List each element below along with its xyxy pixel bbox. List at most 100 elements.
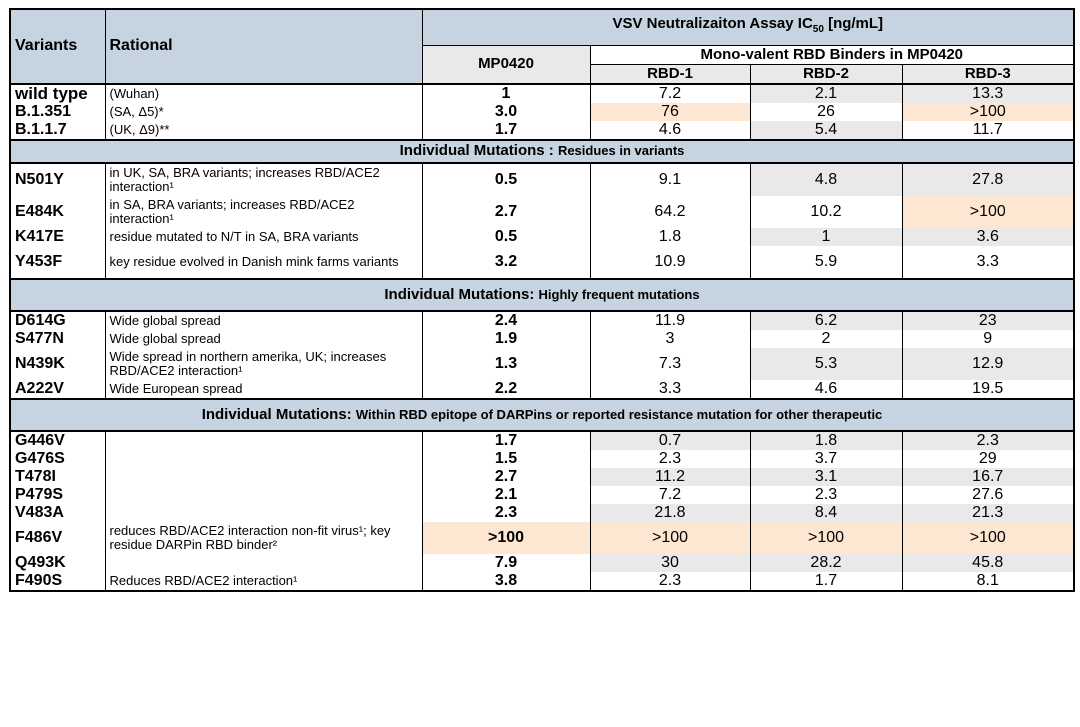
rbd2-cell: 28.2	[749, 553, 903, 572]
variant-cell: T478I	[9, 467, 106, 486]
assay-title: VSV Neutralizaiton Assay IC	[612, 15, 813, 33]
variant-cell: F486V	[9, 521, 106, 554]
table-row: F490S Reduces RBD/ACE2 interaction¹ 3.8 …	[9, 571, 1075, 591]
rational-cell: Reduces RBD/ACE2 interaction¹	[104, 571, 423, 591]
rbd3-cell: 8.1	[901, 571, 1075, 591]
mp0420-cell: 1.9	[421, 329, 591, 348]
rbd1-cell: 11.2	[589, 467, 751, 486]
table-row: B.1.351 (SA, Δ5)* 3.0 76 26 >100	[9, 102, 1075, 121]
rational-cell	[104, 467, 423, 486]
header-variants: Variants	[9, 9, 106, 85]
rbd3-cell: >100	[901, 102, 1075, 121]
variant-cell: F490S	[9, 571, 106, 591]
rbd3-cell: 21.3	[901, 503, 1075, 522]
rational-cell: (SA, Δ5)*	[104, 102, 423, 121]
rbd2-cell: >100	[749, 521, 903, 554]
table-row: N501Y in UK, SA, BRA variants; increases…	[9, 162, 1075, 196]
rbd1-cell: 9.1	[589, 162, 751, 196]
table-row: G446V 1.7 0.7 1.8 2.3	[9, 430, 1075, 450]
table-row: A222V Wide European spread 2.2 3.3 4.6 1…	[9, 379, 1075, 399]
rbd3-cell: >100	[901, 195, 1075, 228]
rational-cell: Wide European spread	[104, 379, 423, 399]
section-header: Individual Mutations : Residues in varia…	[9, 138, 1075, 164]
rational-cell: in UK, SA, BRA variants; increases RBD/A…	[104, 162, 423, 196]
section-subtitle: Within RBD epitope of DARPins or reporte…	[355, 406, 883, 422]
header-rbd3: RBD-3	[901, 64, 1075, 85]
variant-cell: E484K	[9, 195, 106, 228]
table-row: N439K Wide spread in northern amerika, U…	[9, 347, 1075, 380]
mp0420-cell: 1.7	[421, 430, 591, 450]
rbd2-cell: 4.6	[749, 379, 903, 399]
rbd1-cell: 0.7	[589, 430, 751, 450]
rbd2-cell: 1.7	[749, 571, 903, 591]
rbd1-cell: 7.3	[589, 347, 751, 380]
rational-cell: Wide global spread	[104, 310, 423, 330]
rbd3-cell: 3.3	[901, 245, 1075, 279]
rational-cell: (Wuhan)	[104, 83, 423, 103]
variant-cell: B.1.1.7	[9, 120, 106, 140]
section-subtitle: Highly frequent mutations	[538, 286, 700, 302]
mp0420-cell: 3.2	[421, 245, 591, 279]
rbd1-cell: 11.9	[589, 310, 751, 330]
rbd2-cell: 4.8	[749, 162, 903, 196]
rbd1-cell: 76	[589, 102, 751, 121]
rbd3-cell: 16.7	[901, 467, 1075, 486]
mp0420-cell: 0.5	[421, 162, 591, 196]
rbd2-cell: 3.7	[749, 449, 903, 468]
table-row: D614G Wide global spread 2.4 11.9 6.2 23	[9, 310, 1075, 330]
rbd1-cell: 64.2	[589, 195, 751, 228]
rbd3-cell: 2.3	[901, 430, 1075, 450]
header-mp0420: MP0420	[421, 45, 591, 85]
rbd1-cell: 30	[589, 553, 751, 572]
rbd1-cell: 7.2	[589, 485, 751, 504]
table-row: F486V reduces RBD/ACE2 interaction non-f…	[9, 521, 1075, 554]
mp0420-cell: 2.2	[421, 379, 591, 399]
rbd3-cell: 9	[901, 329, 1075, 348]
mp0420-cell: 1.7	[421, 120, 591, 140]
table-row: B.1.1.7 (UK, Δ9)** 1.7 4.6 5.4 11.7	[9, 120, 1075, 140]
rational-cell: (UK, Δ9)**	[104, 120, 423, 140]
rbd3-cell: 27.8	[901, 162, 1075, 196]
rbd3-cell: 45.8	[901, 553, 1075, 572]
rbd2-cell: 5.3	[749, 347, 903, 380]
mp0420-cell: 2.4	[421, 310, 591, 330]
header-assay: VSV Neutralizaiton Assay IC50 [ng/mL]	[421, 9, 1075, 46]
rbd2-cell: 2	[749, 329, 903, 348]
rbd2-cell: 6.2	[749, 310, 903, 330]
rbd3-cell: 29	[901, 449, 1075, 468]
mp0420-cell: 1.5	[421, 449, 591, 468]
rbd2-cell: 3.1	[749, 467, 903, 486]
section-header: Individual Mutations: Highly frequent mu…	[9, 277, 1075, 312]
variant-cell: G446V	[9, 430, 106, 450]
table-row: S477N Wide global spread 1.9 3 2 9	[9, 329, 1075, 348]
table-row: Y453F key residue evolved in Danish mink…	[9, 245, 1075, 279]
rational-cell	[104, 449, 423, 468]
variant-cell: S477N	[9, 329, 106, 348]
mp0420-cell: 2.3	[421, 503, 591, 522]
variant-cell: G476S	[9, 449, 106, 468]
variant-cell: Q493K	[9, 553, 106, 572]
mp0420-cell: 3.0	[421, 102, 591, 121]
rbd1-cell: 2.3	[589, 571, 751, 591]
mp0420-cell: 7.9	[421, 553, 591, 572]
rbd1-cell: 10.9	[589, 245, 751, 279]
rbd3-cell: 13.3	[901, 83, 1075, 103]
rational-cell	[104, 485, 423, 504]
mp0420-cell: 1.3	[421, 347, 591, 380]
rbd2-cell: 1	[749, 227, 903, 246]
rational-cell: in SA, BRA variants; increases RBD/ACE2 …	[104, 195, 423, 228]
table-row: G476S 1.5 2.3 3.7 29	[9, 449, 1075, 468]
rbd1-cell: 21.8	[589, 503, 751, 522]
mp0420-cell: 0.5	[421, 227, 591, 246]
header-rbd1: RBD-1	[589, 64, 751, 85]
table-row: K417E residue mutated to N/T in SA, BRA …	[9, 227, 1075, 246]
assay-subscript: 50	[812, 24, 824, 36]
mp0420-cell: 2.7	[421, 467, 591, 486]
rational-cell: reduces RBD/ACE2 interaction non-fit vir…	[104, 521, 423, 554]
rbd2-cell: 2.1	[749, 83, 903, 103]
section-header: Individual Mutations: Within RBD epitope…	[9, 397, 1075, 432]
rbd2-cell: 5.9	[749, 245, 903, 279]
rbd2-cell: 5.4	[749, 120, 903, 140]
rbd2-cell: 10.2	[749, 195, 903, 228]
variant-cell: D614G	[9, 310, 106, 330]
